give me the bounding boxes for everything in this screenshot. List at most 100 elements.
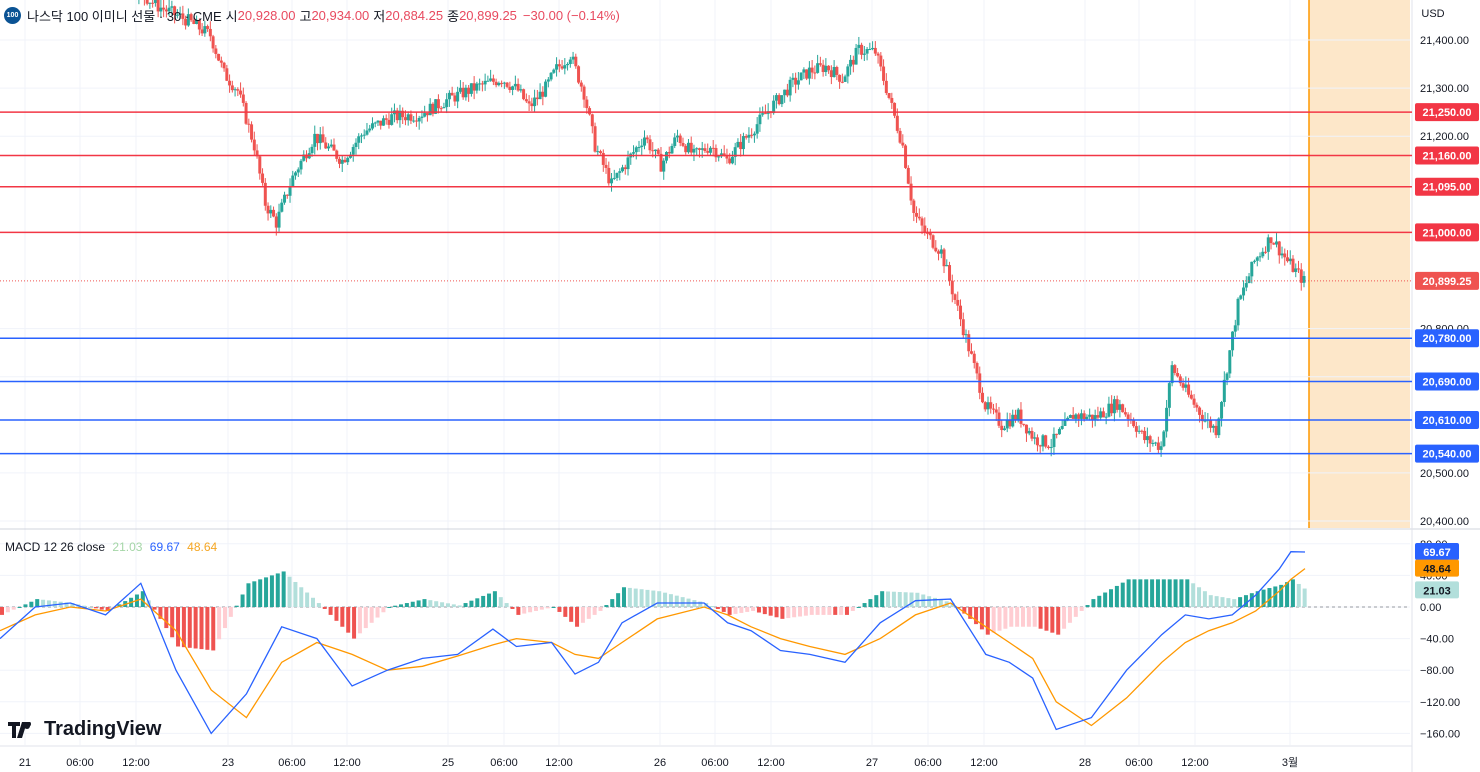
candle-body <box>1002 428 1006 431</box>
candle-body <box>244 102 248 124</box>
candle-body <box>458 87 462 92</box>
resistance-label-bg <box>1415 103 1479 122</box>
candle-body <box>659 153 663 172</box>
time-tick-label: 27 <box>866 757 878 769</box>
candle-body <box>865 49 869 54</box>
candle-body <box>217 53 221 61</box>
candle-body <box>703 148 707 152</box>
candle-body <box>975 362 979 374</box>
macd-histogram-bar <box>1255 591 1260 607</box>
candle-body <box>1236 298 1240 326</box>
macd-histogram-bar <box>833 607 838 615</box>
macd-histogram-bar <box>316 603 321 607</box>
candle-body <box>923 225 927 233</box>
candle-body <box>1077 414 1081 419</box>
candle-body <box>802 69 806 73</box>
time-tick-label: 23 <box>222 757 234 769</box>
candle-body <box>527 101 531 104</box>
macd-histogram-bar <box>580 607 585 623</box>
candle-body <box>810 67 814 73</box>
candle-body <box>959 305 963 320</box>
resistance-label: 21,250.00 <box>1423 107 1472 119</box>
macd-histogram-bar <box>1220 597 1225 607</box>
macd-histogram-bar <box>621 587 626 607</box>
resistance-label-bg <box>1415 146 1479 165</box>
macd-histogram-bar <box>862 603 867 607</box>
time-tick-label: 06:00 <box>278 757 306 769</box>
candle-body <box>582 86 586 100</box>
candle-body <box>1173 365 1177 374</box>
candle-body <box>601 152 605 165</box>
macd-histogram-bar <box>510 607 515 609</box>
candle-body <box>840 81 844 83</box>
open-value: 20,928.00 <box>237 7 296 23</box>
time-tick-label: 12:00 <box>970 757 998 769</box>
macd-histogram-bar <box>381 607 386 613</box>
candle-body <box>695 148 699 150</box>
macd-histogram-bar <box>962 607 967 614</box>
candle-body <box>280 202 284 212</box>
macd-histogram-bar <box>1290 579 1295 607</box>
candle-body <box>854 47 858 65</box>
macd-histogram-bar <box>1214 596 1219 607</box>
candle-body <box>1090 414 1094 421</box>
candle-body <box>783 89 787 96</box>
candle-body <box>348 154 352 158</box>
currency-button[interactable]: USD <box>1421 8 1445 20</box>
macd-histogram-bar <box>1238 597 1243 607</box>
candle-body <box>519 89 523 91</box>
candle-body <box>590 114 594 127</box>
candle-body <box>522 89 526 100</box>
price-tick-label: 21,300.00 <box>1420 83 1469 95</box>
macd-legend[interactable]: MACD 12 26 close 21.03 69.67 48.64 <box>5 540 221 554</box>
symbol-badge-icon[interactable]: 100 <box>4 6 21 24</box>
macd-histogram-bar <box>158 607 163 619</box>
macd-histogram-bar <box>140 591 145 607</box>
candle-body <box>1181 383 1185 388</box>
candle-body <box>697 148 701 150</box>
candle-body <box>291 175 295 187</box>
macd-histogram-bar <box>1202 591 1207 607</box>
macd-histogram-bar <box>1191 583 1196 607</box>
macd-histogram-bar <box>234 605 239 607</box>
tradingview-logo[interactable]: TradingView <box>8 718 161 741</box>
macd-histogram-bar <box>668 594 673 607</box>
macd-histogram-bar <box>487 593 492 607</box>
candle-body <box>236 89 240 91</box>
candle-body <box>912 200 916 213</box>
macd-histogram-bar <box>1026 607 1031 627</box>
resistance-label-bg <box>1415 177 1479 196</box>
candle-body <box>1220 402 1224 419</box>
candle-body <box>296 169 300 173</box>
symbol-title[interactable]: 나스닥 100 이미니 선물 · 30 · CME <box>27 8 222 24</box>
candle-body <box>159 7 163 12</box>
candle-body <box>351 146 355 155</box>
candle-body <box>681 142 685 146</box>
time-tick-label: 06:00 <box>1125 757 1153 769</box>
macd-histogram-bar <box>674 595 679 607</box>
macd-histogram-bar <box>199 607 204 650</box>
candle-body <box>593 126 597 152</box>
macd-histogram-bar <box>1161 579 1166 607</box>
candle-body <box>645 137 649 140</box>
candle-body <box>494 81 498 86</box>
candle-body <box>722 153 726 156</box>
macd-histogram-bar <box>727 607 732 615</box>
macd-histogram-bar <box>1038 607 1043 629</box>
macd-histogram-bar <box>774 607 779 618</box>
candle-body <box>313 133 317 147</box>
macd-histogram-bar <box>46 600 51 607</box>
macd-histogram-bar <box>844 607 849 615</box>
time-tick-label: 06:00 <box>66 757 94 769</box>
macd-histogram-bar <box>170 607 175 638</box>
candle-body <box>904 145 908 168</box>
candle-body <box>1046 446 1050 448</box>
candle-body <box>780 95 784 105</box>
macd-histogram-bar <box>451 604 456 607</box>
macd-histogram-bar <box>246 583 251 607</box>
candle-body <box>568 59 572 65</box>
macd-histogram-bar <box>375 607 380 618</box>
macd-histogram-bar <box>52 601 57 607</box>
macd-histogram-bar <box>563 607 568 617</box>
